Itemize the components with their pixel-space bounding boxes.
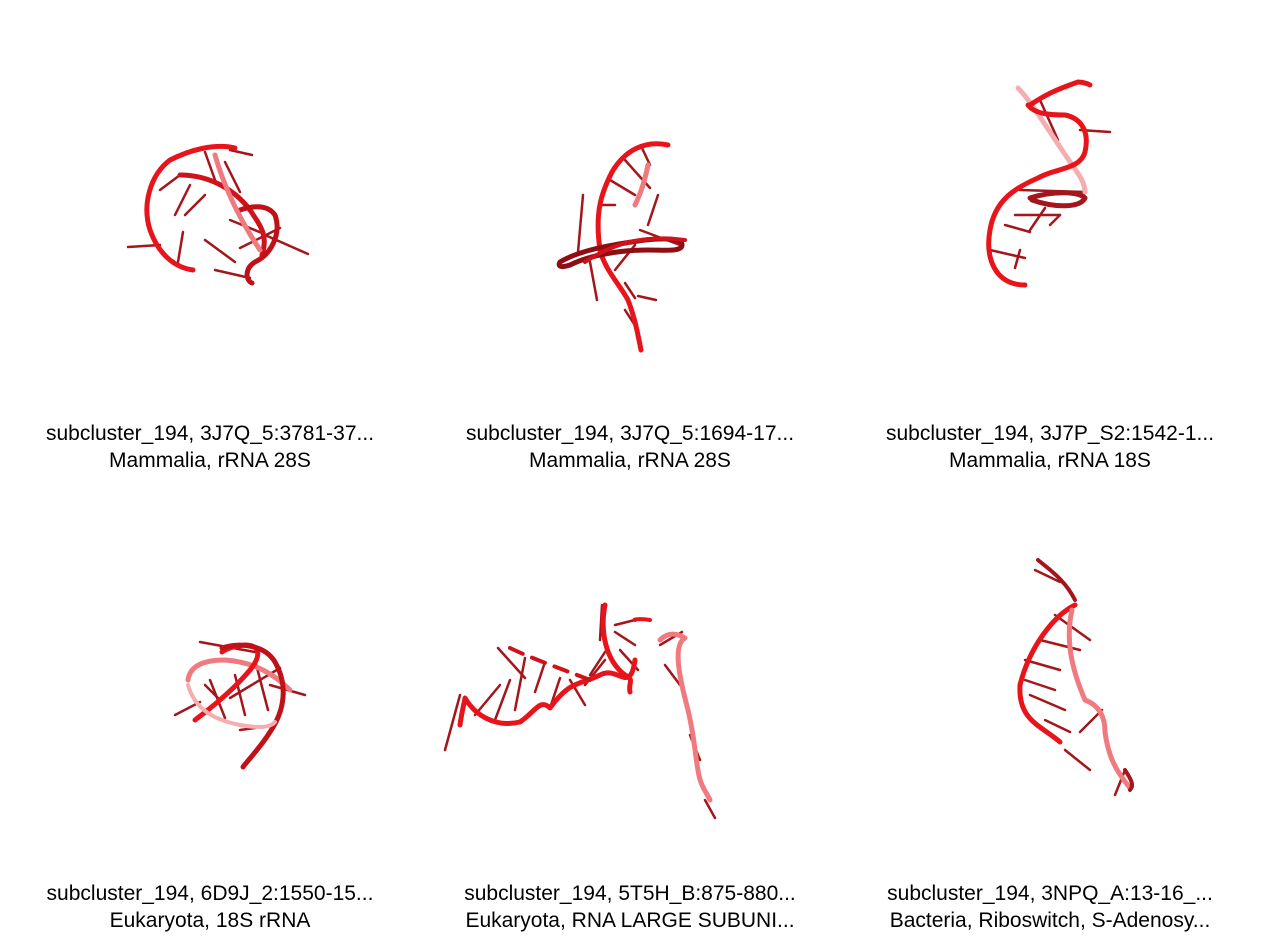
structure-panel: subcluster_194, 3NPQ_A:13-16_... Bacteri…	[840, 470, 1260, 940]
structure-panel: subcluster_194, 3J7Q_5:3781-37... Mammal…	[0, 0, 420, 472]
structure-panel: subcluster_194, 3J7P_S2:1542-1... Mammal…	[840, 0, 1260, 472]
structure-title: subcluster_194, 5T5H_B:875-880...	[464, 882, 796, 905]
structure-subtitle: Mammalia, rRNA 28S	[529, 449, 731, 472]
structure-subtitle: Mammalia, rRNA 28S	[109, 449, 311, 472]
rna-structure-icon	[173, 640, 307, 770]
structure-panel: subcluster_194, 5T5H_B:875-880... Eukary…	[420, 470, 840, 940]
rna-structure-icon	[443, 602, 717, 820]
structure-panel: subcluster_194, 6D9J_2:1550-15... Eukary…	[0, 470, 420, 940]
structure-title: subcluster_194, 6D9J_2:1550-15...	[46, 882, 374, 905]
structure-title: subcluster_194, 3J7Q_5:1694-17...	[465, 422, 795, 445]
rna-structure-icon	[1017, 558, 1135, 797]
structure-caption: subcluster_194, 3J7P_S2:1542-1... Mammal…	[840, 420, 1260, 474]
structure-caption: subcluster_194, 5T5H_B:875-880... Eukary…	[420, 880, 840, 934]
structure-caption: subcluster_194, 3NPQ_A:13-16_... Bacteri…	[840, 880, 1260, 934]
structure-caption: subcluster_194, 3J7Q_5:3781-37... Mammal…	[0, 420, 420, 474]
structure-caption: subcluster_194, 3J7Q_5:1694-17... Mammal…	[420, 420, 840, 474]
structure-subtitle: Eukaryota, RNA LARGE SUBUNI...	[465, 909, 795, 932]
structure-title: subcluster_194, 3J7Q_5:3781-37...	[45, 422, 375, 445]
structure-subtitle: Bacteria, Riboswitch, S-Adenosy...	[889, 909, 1211, 932]
structure-title: subcluster_194, 3J7P_S2:1542-1...	[885, 422, 1215, 445]
structure-caption: subcluster_194, 6D9J_2:1550-15... Eukary…	[0, 880, 420, 934]
structure-subtitle: Eukaryota, 18S rRNA	[109, 909, 311, 932]
rna-structure-icon	[126, 143, 310, 286]
rna-structure-icon	[986, 79, 1112, 288]
structure-subtitle: Mammalia, rRNA 18S	[949, 449, 1151, 472]
structure-title: subcluster_194, 3NPQ_A:13-16_...	[887, 882, 1213, 905]
structure-panel: subcluster_194, 3J7Q_5:1694-17... Mammal…	[420, 0, 840, 472]
rna-structure-icon	[556, 141, 687, 353]
